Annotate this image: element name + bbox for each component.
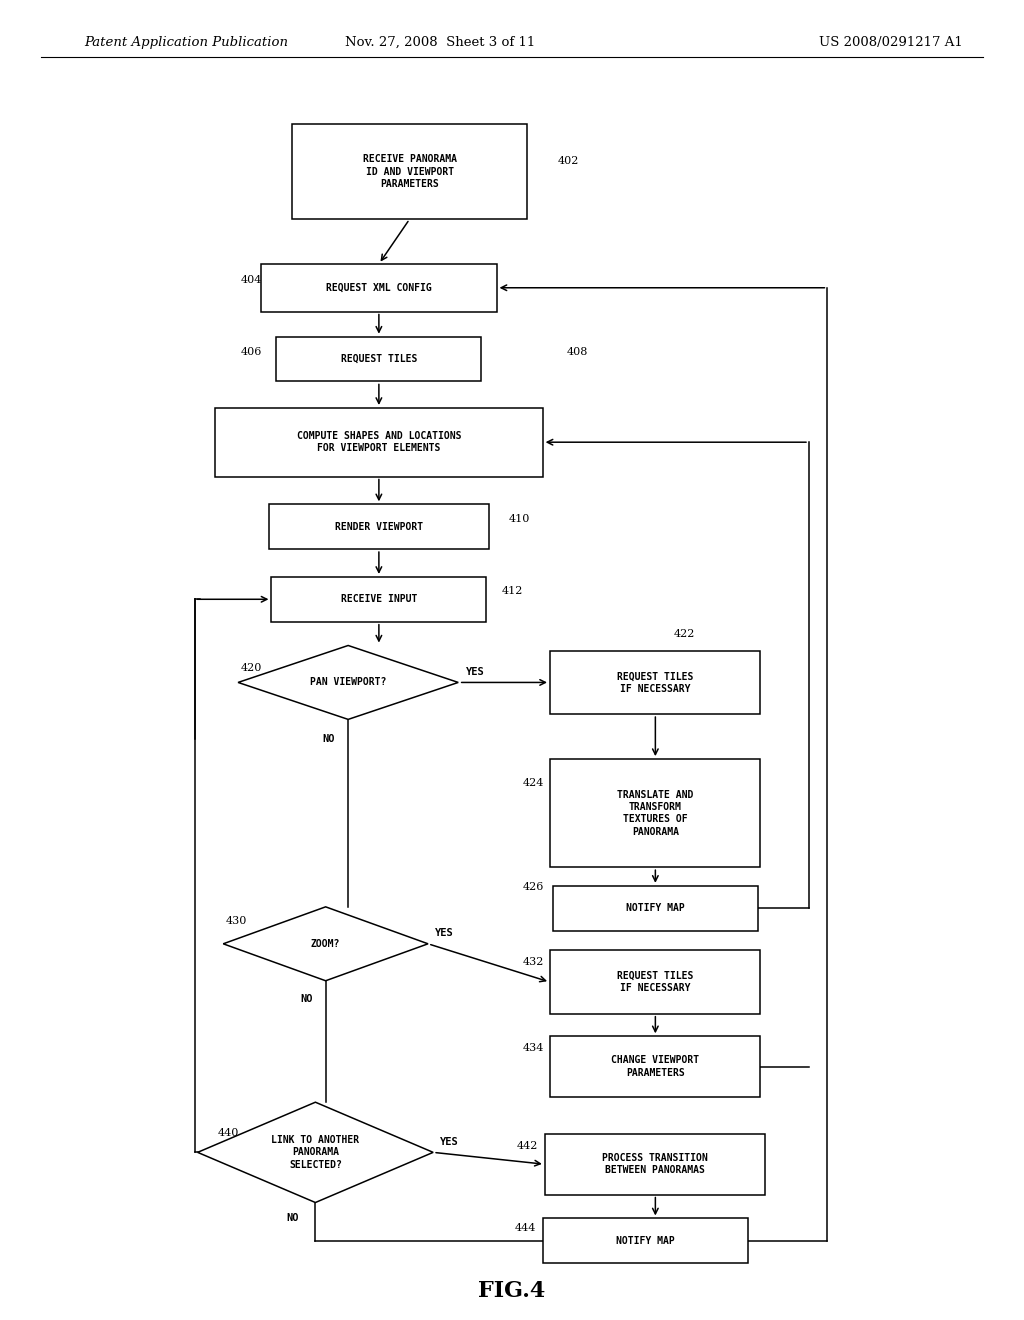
Text: 424: 424 xyxy=(522,777,544,788)
Text: 404: 404 xyxy=(241,275,262,285)
Text: 406: 406 xyxy=(241,347,262,358)
FancyBboxPatch shape xyxy=(268,504,489,549)
Text: 420: 420 xyxy=(241,663,262,673)
Text: REQUEST TILES
IF NECESSARY: REQUEST TILES IF NECESSARY xyxy=(617,672,693,693)
FancyBboxPatch shape xyxy=(551,651,760,714)
FancyBboxPatch shape xyxy=(215,408,543,477)
Text: PAN VIEWPORT?: PAN VIEWPORT? xyxy=(310,677,386,688)
Text: NOTIFY MAP: NOTIFY MAP xyxy=(615,1236,675,1246)
Text: Patent Application Publication: Patent Application Publication xyxy=(84,36,288,49)
Text: RECEIVE PANORAMA
ID AND VIEWPORT
PARAMETERS: RECEIVE PANORAMA ID AND VIEWPORT PARAMET… xyxy=(362,154,457,189)
FancyBboxPatch shape xyxy=(553,886,758,931)
Text: YES: YES xyxy=(440,1137,459,1147)
Text: 402: 402 xyxy=(558,156,580,166)
Polygon shape xyxy=(239,645,459,719)
FancyBboxPatch shape xyxy=(543,1218,748,1263)
FancyBboxPatch shape xyxy=(261,264,497,312)
Text: 434: 434 xyxy=(522,1043,544,1053)
Text: TRANSLATE AND
TRANSFORM
TEXTURES OF
PANORAMA: TRANSLATE AND TRANSFORM TEXTURES OF PANO… xyxy=(617,789,693,837)
Text: COMPUTE SHAPES AND LOCATIONS
FOR VIEWPORT ELEMENTS: COMPUTE SHAPES AND LOCATIONS FOR VIEWPOR… xyxy=(297,432,461,453)
Text: 412: 412 xyxy=(502,586,523,597)
Polygon shape xyxy=(198,1102,433,1203)
Text: 440: 440 xyxy=(218,1127,240,1138)
Text: CHANGE VIEWPORT
PARAMETERS: CHANGE VIEWPORT PARAMETERS xyxy=(611,1056,699,1077)
Text: US 2008/0291217 A1: US 2008/0291217 A1 xyxy=(819,36,963,49)
Text: NO: NO xyxy=(287,1213,299,1224)
FancyBboxPatch shape xyxy=(551,759,760,867)
Text: YES: YES xyxy=(466,667,484,677)
Text: 430: 430 xyxy=(225,916,247,927)
Text: LINK TO ANOTHER
PANORAMA
SELECTED?: LINK TO ANOTHER PANORAMA SELECTED? xyxy=(271,1135,359,1170)
Text: RECEIVE INPUT: RECEIVE INPUT xyxy=(341,594,417,605)
Text: FIG.4: FIG.4 xyxy=(478,1280,546,1302)
Text: 408: 408 xyxy=(566,347,588,358)
FancyBboxPatch shape xyxy=(292,124,527,219)
Text: REQUEST TILES
IF NECESSARY: REQUEST TILES IF NECESSARY xyxy=(617,972,693,993)
Text: 410: 410 xyxy=(509,513,530,524)
Text: RENDER VIEWPORT: RENDER VIEWPORT xyxy=(335,521,423,532)
Text: REQUEST XML CONFIG: REQUEST XML CONFIG xyxy=(326,282,432,293)
Text: PROCESS TRANSITION
BETWEEN PANORAMAS: PROCESS TRANSITION BETWEEN PANORAMAS xyxy=(602,1154,709,1175)
Text: ZOOM?: ZOOM? xyxy=(311,939,340,949)
FancyBboxPatch shape xyxy=(551,950,760,1014)
Text: 426: 426 xyxy=(522,882,544,892)
Text: Nov. 27, 2008  Sheet 3 of 11: Nov. 27, 2008 Sheet 3 of 11 xyxy=(345,36,536,49)
Text: 432: 432 xyxy=(522,957,544,968)
FancyBboxPatch shape xyxy=(271,577,486,622)
Polygon shape xyxy=(223,907,428,981)
Text: REQUEST TILES: REQUEST TILES xyxy=(341,354,417,364)
Text: 442: 442 xyxy=(517,1140,539,1151)
Text: 422: 422 xyxy=(674,628,695,639)
Text: NO: NO xyxy=(300,994,312,1005)
Text: NOTIFY MAP: NOTIFY MAP xyxy=(626,903,685,913)
FancyBboxPatch shape xyxy=(276,337,481,381)
Text: 444: 444 xyxy=(515,1222,537,1233)
FancyBboxPatch shape xyxy=(545,1134,765,1195)
Text: NO: NO xyxy=(323,734,335,744)
FancyBboxPatch shape xyxy=(551,1036,760,1097)
Text: YES: YES xyxy=(435,928,454,939)
